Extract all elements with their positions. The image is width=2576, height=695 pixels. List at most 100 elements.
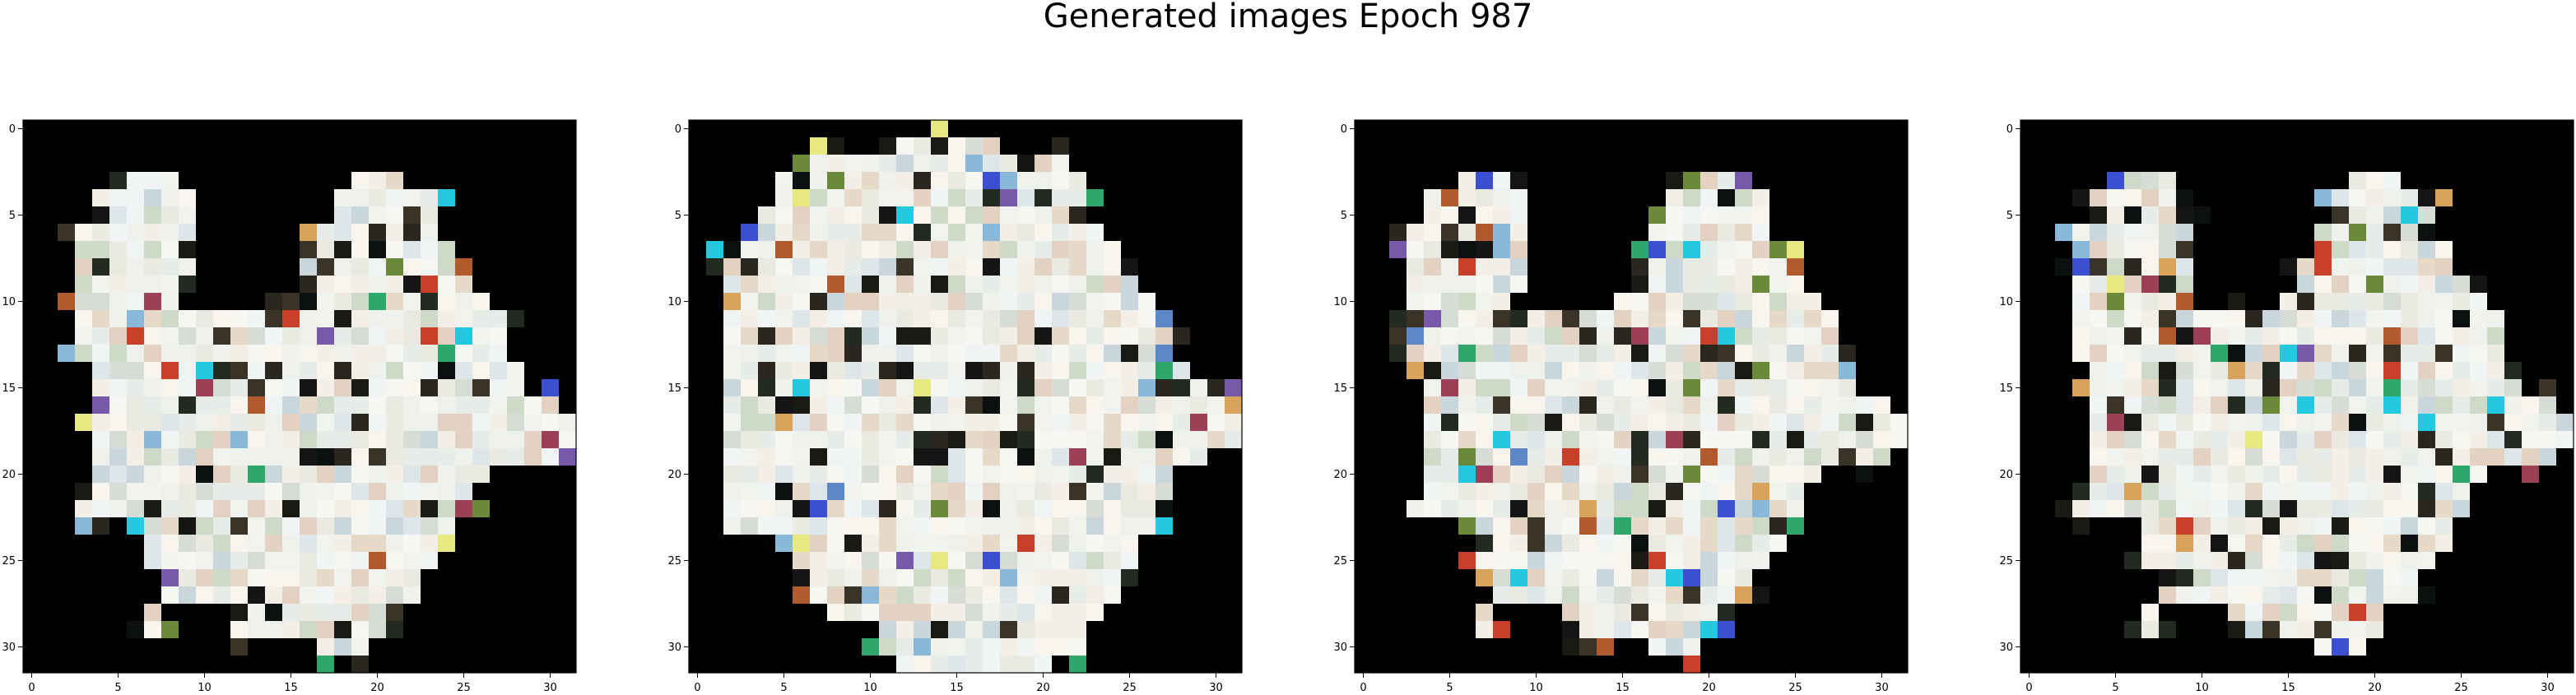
pixel	[1545, 466, 1562, 483]
pixel	[1086, 362, 1104, 379]
pixel	[1787, 396, 1804, 414]
pixel	[1631, 362, 1648, 379]
pixel	[317, 310, 334, 327]
pixel	[334, 224, 351, 241]
pixel	[2228, 345, 2245, 362]
pixel	[421, 327, 438, 345]
pixel	[1718, 604, 1735, 621]
y-tick-label: 5	[9, 210, 16, 222]
pixel	[2349, 224, 2366, 241]
pixel	[2245, 448, 2262, 466]
pixel	[1545, 396, 1562, 414]
pixel	[2383, 569, 2401, 586]
pixel	[1017, 293, 1035, 310]
pixel	[455, 327, 472, 345]
pixel	[965, 621, 983, 638]
pixel	[793, 414, 810, 431]
pixel	[2211, 466, 2228, 483]
pixel	[2297, 431, 2314, 448]
pixel	[1104, 586, 1121, 604]
pixel	[2124, 241, 2141, 258]
pixel	[2107, 414, 2124, 431]
pixel	[723, 362, 741, 379]
pixel	[1407, 345, 1424, 362]
pixel	[879, 362, 896, 379]
pixel	[92, 500, 109, 517]
pixel	[213, 483, 230, 500]
pixel	[1631, 448, 1648, 466]
pixel	[1017, 276, 1035, 293]
pixel	[386, 621, 403, 638]
pixel	[775, 345, 793, 362]
pixel	[2366, 396, 2383, 414]
pixel	[369, 517, 386, 535]
pixel	[403, 206, 421, 224]
pixel	[1821, 345, 1839, 362]
pixel	[1527, 396, 1545, 414]
pixel	[75, 224, 92, 241]
pixel	[1769, 431, 1787, 448]
pixel	[1666, 604, 1683, 621]
pixel	[1035, 172, 1052, 189]
pixel	[179, 276, 196, 293]
pixel	[1804, 327, 1821, 345]
pixel	[862, 535, 879, 552]
pixel	[92, 327, 109, 345]
pixel	[144, 258, 161, 276]
pixel	[1648, 586, 1666, 604]
pixel	[161, 569, 179, 586]
pixel	[1683, 569, 1700, 586]
pixel	[2090, 345, 2107, 362]
x-tick-label: 15	[1616, 682, 1630, 694]
pixel	[334, 310, 351, 327]
pixel	[386, 535, 403, 552]
pixel	[109, 414, 127, 431]
pixel	[1648, 604, 1666, 621]
pixel	[965, 258, 983, 276]
pixel	[1035, 448, 1052, 466]
pixel	[438, 189, 455, 206]
pixel	[2141, 604, 2159, 621]
pixel	[2124, 379, 2141, 396]
pixel	[248, 586, 265, 604]
pixel	[1000, 466, 1017, 483]
pixel	[179, 414, 196, 431]
pixel	[1493, 621, 1510, 638]
pixel	[931, 586, 948, 604]
pixel	[2401, 258, 2418, 276]
pixel	[1035, 621, 1052, 638]
pixel	[472, 327, 490, 345]
pixel	[1441, 241, 1458, 258]
pixel	[1700, 448, 1718, 466]
pixel	[2090, 500, 2107, 517]
pixel	[2262, 414, 2280, 431]
pixel	[2055, 500, 2072, 517]
pixel	[931, 466, 948, 483]
pixel	[1769, 535, 1787, 552]
pixel	[1631, 535, 1648, 552]
pixel	[844, 517, 862, 535]
pixel	[351, 569, 369, 586]
pixel	[1121, 258, 1138, 276]
pixel	[914, 414, 931, 431]
pixel	[472, 293, 490, 310]
x-tick-label: 25	[457, 682, 471, 694]
pixel	[1035, 362, 1052, 379]
pixel	[1493, 345, 1510, 362]
pixel	[1718, 276, 1735, 293]
pixel	[1804, 345, 1821, 362]
pixel	[896, 586, 914, 604]
pixel	[58, 293, 75, 310]
pixel	[1579, 327, 1597, 345]
pixel	[1000, 569, 1017, 586]
pixel	[1683, 206, 1700, 224]
pixel	[793, 396, 810, 414]
pixel	[1683, 621, 1700, 638]
pixel	[559, 414, 576, 431]
pixel	[1035, 552, 1052, 569]
pixel	[1700, 276, 1718, 293]
pixel	[896, 258, 914, 276]
pixel	[1787, 500, 1804, 517]
pixel	[507, 414, 524, 431]
pixel	[334, 241, 351, 258]
